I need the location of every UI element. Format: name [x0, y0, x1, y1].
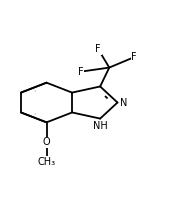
- Text: F: F: [95, 44, 101, 54]
- Text: O: O: [43, 137, 50, 147]
- Text: F: F: [78, 67, 83, 77]
- Text: CH₃: CH₃: [37, 157, 56, 167]
- Text: NH: NH: [93, 121, 108, 131]
- Text: F: F: [131, 52, 137, 62]
- Text: N: N: [120, 97, 127, 107]
